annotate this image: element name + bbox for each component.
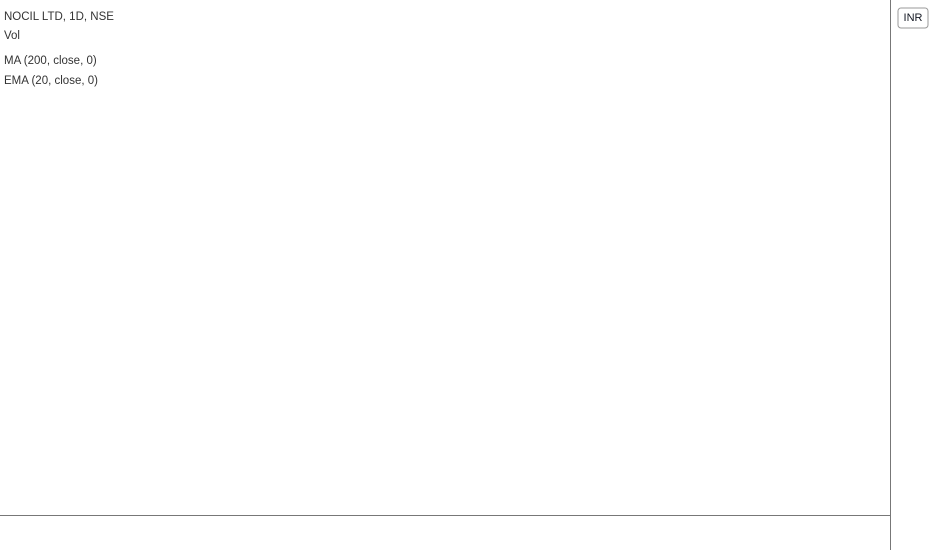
legend-volume: Vol bbox=[4, 30, 20, 42]
legend-ma: MA (200, close, 0) bbox=[4, 55, 97, 67]
legend-title: NOCIL LTD, 1D, NSE bbox=[4, 11, 114, 23]
currency-label[interactable]: INR bbox=[904, 12, 923, 24]
currency-button[interactable] bbox=[897, 7, 929, 29]
legend-ema: EMA (20, close, 0) bbox=[4, 75, 98, 87]
